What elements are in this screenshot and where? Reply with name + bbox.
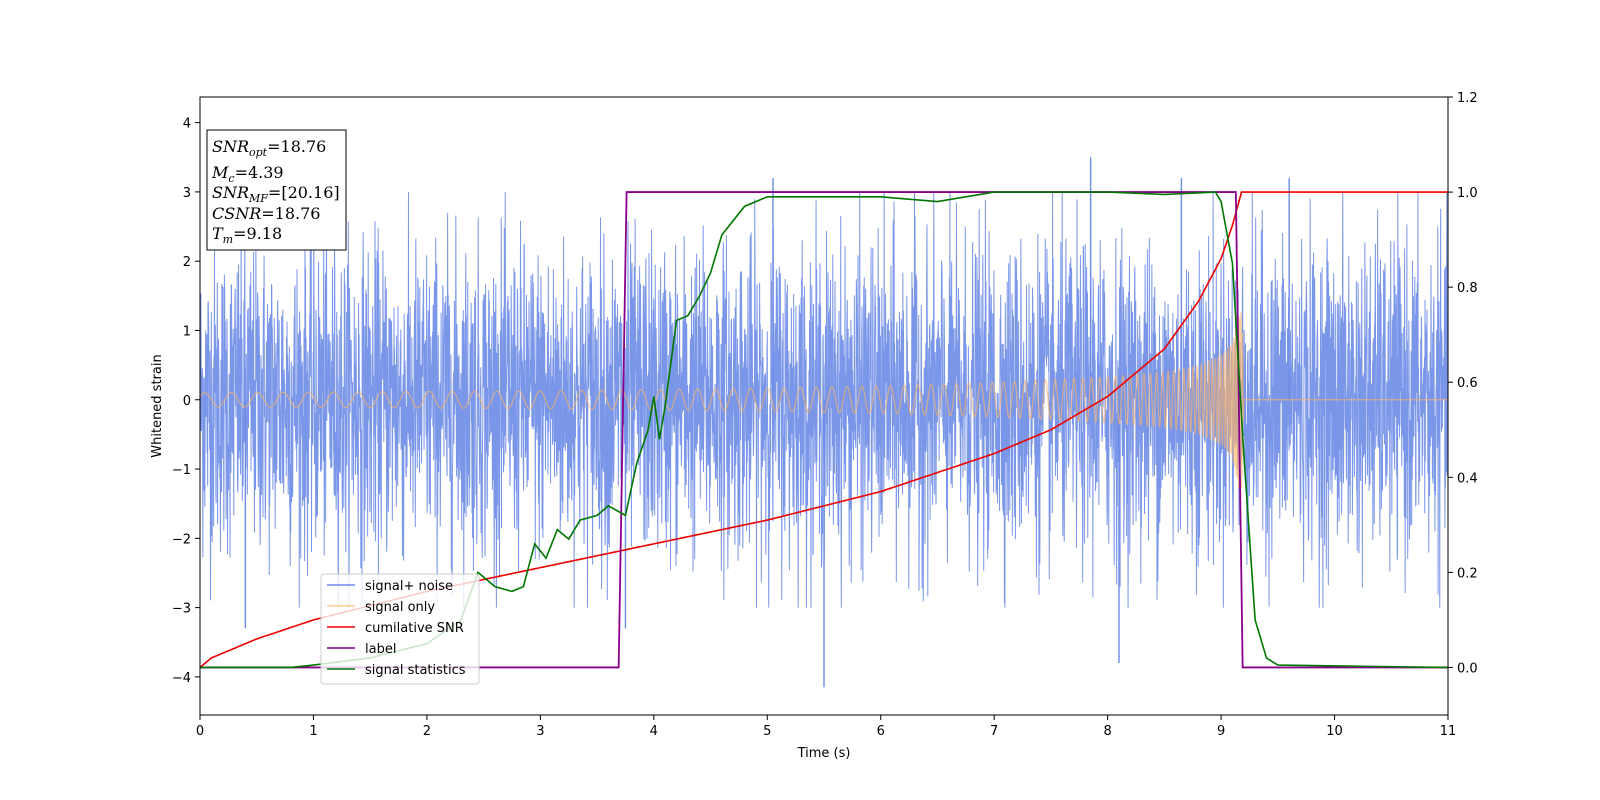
- legend: signal+ noise signal only cumilative SNR la…: [320, 573, 480, 685]
- y2-tick-label: 0.8: [1457, 281, 1478, 296]
- series-label: [200, 191, 1448, 669]
- x-tick-label: 2: [423, 724, 431, 739]
- x-tick-label: 7: [990, 724, 998, 739]
- info-csnr: CSNR=18.76: [212, 204, 320, 223]
- x-axis-label: Time (s): [797, 746, 851, 761]
- y2-tick-label: 1.2: [1457, 91, 1478, 106]
- info-snr-mf: SNRMF=[20.16]: [212, 183, 340, 205]
- signal-statistics-line: [200, 191, 1448, 669]
- y2-tick-label: 0.0: [1457, 661, 1478, 676]
- y-tick-label: 2: [183, 255, 191, 270]
- x-tick-label: 6: [877, 724, 885, 739]
- y-tick-label: −3: [172, 602, 191, 617]
- x-tick-label: 4: [650, 724, 658, 739]
- info-box: SNRopt=18.76 Mc=4.39 SNRMF=[20.16] CSNR=…: [206, 129, 347, 251]
- x-tick-label: 1: [309, 724, 317, 739]
- legend-entry: signal+ noise: [365, 579, 453, 594]
- legend-entry: cumilative SNR: [365, 621, 464, 636]
- info-tm: Tm=9.18: [212, 224, 282, 246]
- y-tick-label: 4: [183, 117, 191, 132]
- x-axis: 0 1 2 3 4 5 6 7 8 9 10 11: [196, 715, 1456, 739]
- x-tick-label: 9: [1217, 724, 1225, 739]
- plot-frame: [199, 96, 1449, 716]
- signal-line: [200, 311, 1448, 498]
- y-tick-label: 0: [183, 394, 191, 409]
- y-axis-label: Whitened strain: [150, 354, 165, 457]
- y-axis-right: 0.0 0.2 0.4 0.6 0.8 1.0 1.2: [1448, 91, 1478, 676]
- x-tick-label: 3: [536, 724, 544, 739]
- y2-tick-label: 0.6: [1457, 376, 1478, 391]
- info-mc: Mc=4.39: [211, 163, 284, 185]
- series-signal-only: [200, 311, 1448, 498]
- x-tick-label: 0: [196, 724, 204, 739]
- y-tick-label: −1: [172, 463, 191, 478]
- y2-tick-label: 0.2: [1457, 566, 1478, 581]
- series-signal-statistics: [200, 191, 1448, 669]
- legend-entry: signal statistics: [365, 663, 466, 678]
- info-snr-opt: SNRopt=18.76: [212, 137, 326, 159]
- legend-entry: signal only: [365, 600, 435, 615]
- label-line: [200, 191, 1448, 669]
- y2-tick-label: 1.0: [1457, 186, 1478, 201]
- y2-tick-label: 0.4: [1457, 471, 1478, 486]
- x-tick-label: 11: [1440, 724, 1457, 739]
- legend-entry: label: [365, 642, 396, 657]
- y-tick-label: −4: [172, 671, 191, 686]
- y-axis-left: −4 −3 −2 −1 0 1 2 3 4: [172, 117, 200, 686]
- x-tick-label: 5: [763, 724, 771, 739]
- y-tick-label: 3: [183, 186, 191, 201]
- x-tick-label: 8: [1103, 724, 1111, 739]
- y-tick-label: 1: [183, 324, 191, 339]
- x-tick-label: 10: [1326, 724, 1343, 739]
- y-tick-label: −2: [172, 532, 191, 547]
